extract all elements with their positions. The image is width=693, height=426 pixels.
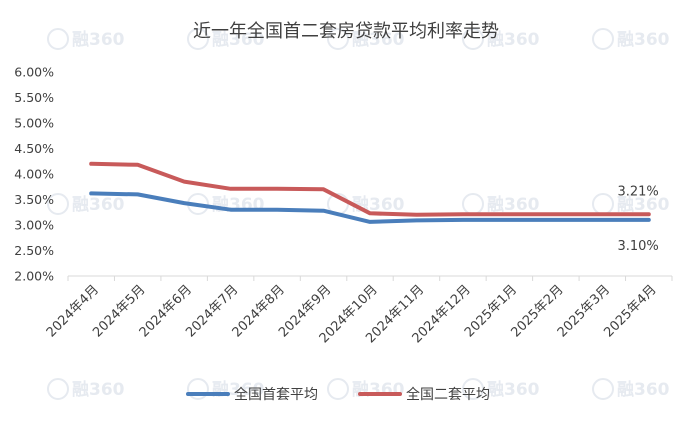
- series-layer: 3.21% 3.10%: [89, 161, 659, 254]
- watermark-text: 融360: [352, 30, 405, 50]
- y-tick-label: 5.50%: [14, 90, 54, 105]
- watermark-logo-icon: [462, 193, 484, 215]
- data-label: 3.21%: [617, 184, 658, 199]
- y-tick-label: 5.00%: [14, 116, 54, 131]
- watermark-text: 融360: [617, 380, 670, 400]
- watermark-logo-icon: [592, 193, 614, 215]
- watermark-logo-icon: [47, 28, 69, 50]
- series-line-1: [89, 191, 651, 224]
- y-tick-label: 3.00%: [14, 218, 54, 233]
- watermark-logo-icon: [327, 378, 349, 400]
- watermark-logo-icon: [47, 193, 69, 215]
- watermark-text: 融360: [72, 380, 125, 400]
- y-tick-label: 2.00%: [14, 269, 54, 284]
- watermark-text: 融360: [212, 30, 265, 50]
- y-tick-label: 2.50%: [14, 243, 54, 258]
- y-tick-label: 4.50%: [14, 141, 54, 156]
- watermark-logo-icon: [592, 378, 614, 400]
- watermark-logo-icon: [187, 378, 209, 400]
- y-tick-label: 3.50%: [14, 192, 54, 207]
- watermark-text: 融360: [487, 380, 540, 400]
- watermark-logo-icon: [462, 28, 484, 50]
- watermark-text: 融360: [352, 380, 405, 400]
- y-tick-label: 4.00%: [14, 167, 54, 182]
- watermark-logo-icon: [327, 28, 349, 50]
- legend-label-1: 全国首套平均: [234, 386, 318, 403]
- legend-label-2: 全国二套平均: [406, 386, 490, 403]
- watermark-text: 融360: [487, 30, 540, 50]
- legend: 全国首套平均 全国二套平均: [186, 386, 490, 403]
- watermark-text: 融360: [617, 195, 670, 215]
- watermark-logo-icon: [187, 28, 209, 50]
- watermark-text: 融360: [212, 195, 265, 215]
- y-tick-label: 6.00%: [14, 65, 54, 80]
- watermark-text: 融360: [72, 195, 125, 215]
- watermark-logo-icon: [592, 28, 614, 50]
- watermark-text: 融360: [617, 30, 670, 50]
- watermark-logo-icon: [462, 378, 484, 400]
- series-line-2: [89, 161, 651, 217]
- watermark-text: 融360: [72, 30, 125, 50]
- watermark-text: 融360: [487, 195, 540, 215]
- watermark-logo-icon: [47, 378, 69, 400]
- chart-title: 近一年全国首二套房贷款平均利率走势: [193, 21, 499, 42]
- data-label: 3.10%: [617, 239, 658, 254]
